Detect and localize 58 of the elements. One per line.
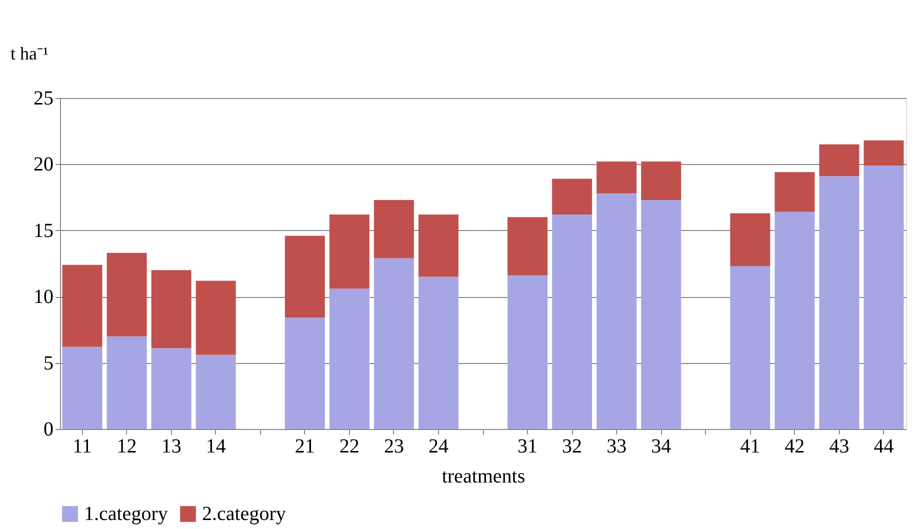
x-tick-label: 43 xyxy=(829,436,850,458)
x-axis-title: treatments xyxy=(442,466,526,488)
bar xyxy=(774,172,815,212)
bar xyxy=(641,200,682,429)
bar xyxy=(329,214,370,289)
bar xyxy=(418,214,458,277)
bar xyxy=(508,275,548,429)
legend-label: 1.category xyxy=(84,503,168,525)
bar xyxy=(106,252,147,336)
bar xyxy=(374,258,414,429)
x-tick-label: 34 xyxy=(651,436,672,458)
bar xyxy=(196,354,236,429)
y-tick-label: 25 xyxy=(34,88,54,110)
y-tick-label: 0 xyxy=(44,418,54,440)
y-axis-title: t ha⁻¹ xyxy=(10,44,48,64)
bar xyxy=(62,264,102,347)
bar xyxy=(641,162,682,200)
bar xyxy=(151,270,192,348)
bar xyxy=(151,348,192,429)
bar xyxy=(552,214,592,429)
x-tick-label: 11 xyxy=(72,436,92,458)
bar xyxy=(730,213,770,266)
bar xyxy=(374,200,414,258)
bar xyxy=(284,318,325,429)
x-tick-label: 42 xyxy=(784,436,805,458)
bar xyxy=(819,144,860,176)
bar xyxy=(819,176,860,429)
bar xyxy=(864,166,904,429)
x-tick-label: 13 xyxy=(161,436,182,458)
bar xyxy=(774,212,815,429)
x-tick-label: 14 xyxy=(206,436,226,458)
bar xyxy=(284,236,325,318)
bar xyxy=(730,266,770,429)
bar xyxy=(596,193,637,429)
bar xyxy=(508,217,548,276)
x-tick-label: 31 xyxy=(518,436,538,458)
bar xyxy=(62,346,102,429)
x-tick-label: 21 xyxy=(294,436,315,458)
y-tick-label: 5 xyxy=(44,352,54,374)
bar xyxy=(329,288,370,429)
bar xyxy=(196,280,236,355)
x-tick-label: 33 xyxy=(606,436,627,458)
bar xyxy=(596,162,637,194)
x-tick-label: 41 xyxy=(740,436,760,458)
x-tick-label: 44 xyxy=(874,436,894,458)
y-tick-label: 20 xyxy=(34,154,54,176)
bar xyxy=(106,336,147,429)
bar xyxy=(552,178,592,215)
y-tick-label: 10 xyxy=(34,286,54,308)
x-tick-label: 22 xyxy=(339,436,360,458)
bar xyxy=(864,140,904,166)
x-tick-label: 24 xyxy=(428,436,448,458)
x-tick-label: 23 xyxy=(384,436,404,458)
legend-label: 2.category xyxy=(202,503,286,525)
bar xyxy=(418,276,458,429)
x-tick-label: 12 xyxy=(116,436,137,458)
x-tick-label: 32 xyxy=(562,436,582,458)
y-tick-label: 15 xyxy=(34,220,54,242)
